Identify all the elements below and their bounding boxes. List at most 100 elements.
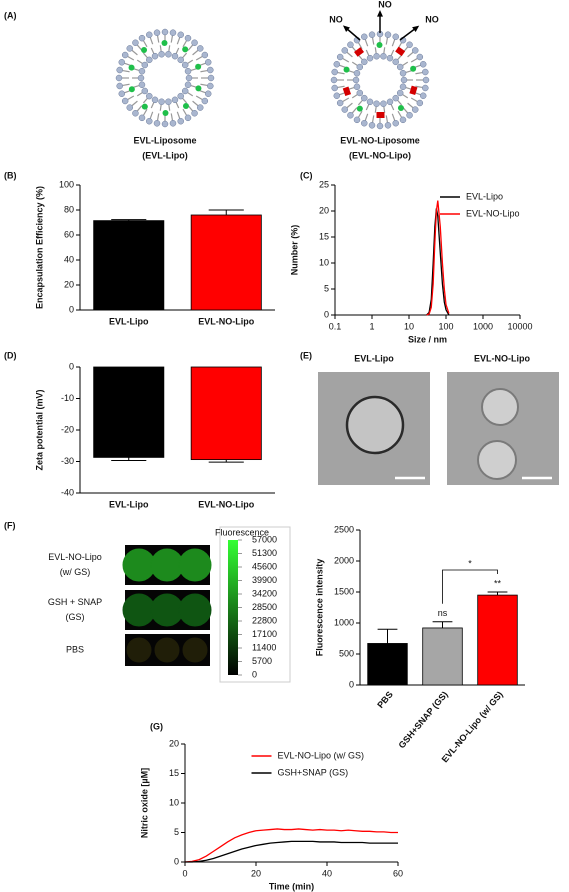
drug bbox=[397, 105, 404, 112]
row-label: (GS) bbox=[66, 612, 85, 622]
lipid-tail bbox=[348, 87, 355, 90]
lipid-head bbox=[161, 120, 169, 128]
drug bbox=[376, 42, 383, 49]
lipid-head bbox=[406, 111, 413, 119]
lipid-head bbox=[158, 98, 165, 106]
lipid-tail bbox=[127, 95, 135, 101]
lipid-tail bbox=[127, 55, 135, 61]
lipid-tail bbox=[150, 47, 155, 54]
lipid-tail bbox=[190, 85, 197, 88]
lipid-head bbox=[184, 34, 192, 42]
liposome bbox=[330, 30, 430, 130]
lipid-head bbox=[201, 51, 209, 59]
colorbar bbox=[228, 540, 238, 675]
y-tick-label: 10 bbox=[169, 797, 179, 807]
lipid-tail bbox=[142, 98, 148, 104]
well bbox=[154, 637, 180, 663]
no-label: NO bbox=[329, 14, 343, 24]
legend-label: GSH+SNAP (GS) bbox=[278, 767, 349, 777]
lipid-head bbox=[356, 63, 364, 71]
lipid-head bbox=[191, 109, 198, 117]
lipid-head bbox=[153, 29, 161, 36]
lipid-tail bbox=[122, 69, 130, 73]
lipid-tail bbox=[195, 55, 203, 61]
lipid-head bbox=[171, 96, 179, 104]
lipid-head bbox=[177, 117, 184, 125]
y-tick-label: 0 bbox=[69, 361, 74, 371]
lipid-head bbox=[341, 106, 349, 113]
lipid-tail bbox=[374, 106, 377, 113]
well bbox=[178, 548, 212, 582]
lipid-tail bbox=[415, 85, 423, 89]
x-tick-label: 1 bbox=[369, 321, 374, 331]
lipid-head bbox=[138, 114, 146, 122]
lipid-tail bbox=[136, 92, 143, 97]
lipid-head bbox=[177, 92, 184, 100]
lipid-tail bbox=[170, 35, 174, 43]
lipid-head bbox=[177, 31, 184, 39]
lipid-head bbox=[151, 52, 159, 60]
x-tick-label: 10000 bbox=[507, 321, 532, 331]
lipid-tail bbox=[192, 100, 199, 107]
row-label: GSH + SNAP bbox=[48, 597, 102, 607]
lipid-head bbox=[347, 41, 354, 49]
lipid-head bbox=[121, 51, 129, 59]
lipid-tail bbox=[415, 71, 423, 75]
lipid-head bbox=[165, 50, 172, 58]
no-label: NO bbox=[378, 0, 392, 9]
tem-title: EVL-Lipo bbox=[354, 353, 394, 363]
panel-label: (F) bbox=[4, 520, 16, 530]
lipid-head bbox=[361, 119, 368, 127]
lipid-tail bbox=[337, 71, 345, 75]
bracket bbox=[442, 569, 498, 604]
well bbox=[178, 593, 212, 627]
lipid-tail bbox=[397, 110, 403, 118]
lipid-head bbox=[330, 76, 338, 84]
lipid-tail bbox=[190, 68, 197, 71]
x-tick-label: PBS bbox=[375, 689, 395, 710]
lipid-head bbox=[422, 84, 429, 92]
y-tick-label: 10 bbox=[319, 257, 329, 267]
bar bbox=[93, 366, 165, 458]
bar bbox=[422, 627, 463, 686]
colorbar-tick-label: 51300 bbox=[252, 548, 277, 558]
colorbar-tick-label: 45600 bbox=[252, 561, 277, 571]
y-axis-label: Zeta potential (mV) bbox=[34, 389, 44, 470]
y-tick-label: 25 bbox=[319, 179, 329, 189]
series-line bbox=[426, 208, 450, 316]
liposome bbox=[115, 28, 215, 128]
tem-title: EVL-NO-Lipo bbox=[474, 353, 530, 363]
lipid-head bbox=[366, 54, 374, 62]
y-tick-label: 80 bbox=[64, 204, 74, 214]
lipid-tail bbox=[192, 49, 199, 56]
lipid-tail bbox=[385, 115, 389, 123]
x-tick-label: 1000 bbox=[473, 321, 493, 331]
lipid-head bbox=[368, 31, 376, 38]
well bbox=[150, 593, 184, 627]
lipid-tail bbox=[182, 108, 188, 116]
lipid-tail bbox=[405, 70, 412, 73]
lipid-head bbox=[333, 92, 341, 99]
lipid-head bbox=[153, 120, 161, 127]
panel-label: (D) bbox=[4, 350, 17, 360]
lipid-tail bbox=[122, 83, 130, 87]
drug bbox=[141, 46, 148, 53]
colorbar-tick-label: 22800 bbox=[252, 615, 277, 625]
y-tick-label: 15 bbox=[169, 768, 179, 778]
x-tick-label: 20 bbox=[251, 868, 261, 878]
lipid-tail bbox=[156, 35, 160, 43]
bar bbox=[93, 220, 165, 311]
panel-label: (B) bbox=[4, 170, 17, 180]
lipid-tail bbox=[348, 70, 355, 73]
lipid-tail bbox=[410, 97, 418, 103]
drug bbox=[161, 40, 168, 47]
y-tick-label: 5 bbox=[174, 827, 179, 837]
lipid-tail bbox=[407, 51, 414, 58]
caption: EVL-Liposome bbox=[133, 135, 196, 145]
lipid-tail bbox=[136, 105, 143, 112]
lipid-tail bbox=[159, 104, 162, 111]
well bbox=[122, 593, 156, 627]
x-axis-label: Size / nm bbox=[408, 334, 447, 344]
lipid-tail bbox=[337, 85, 345, 89]
